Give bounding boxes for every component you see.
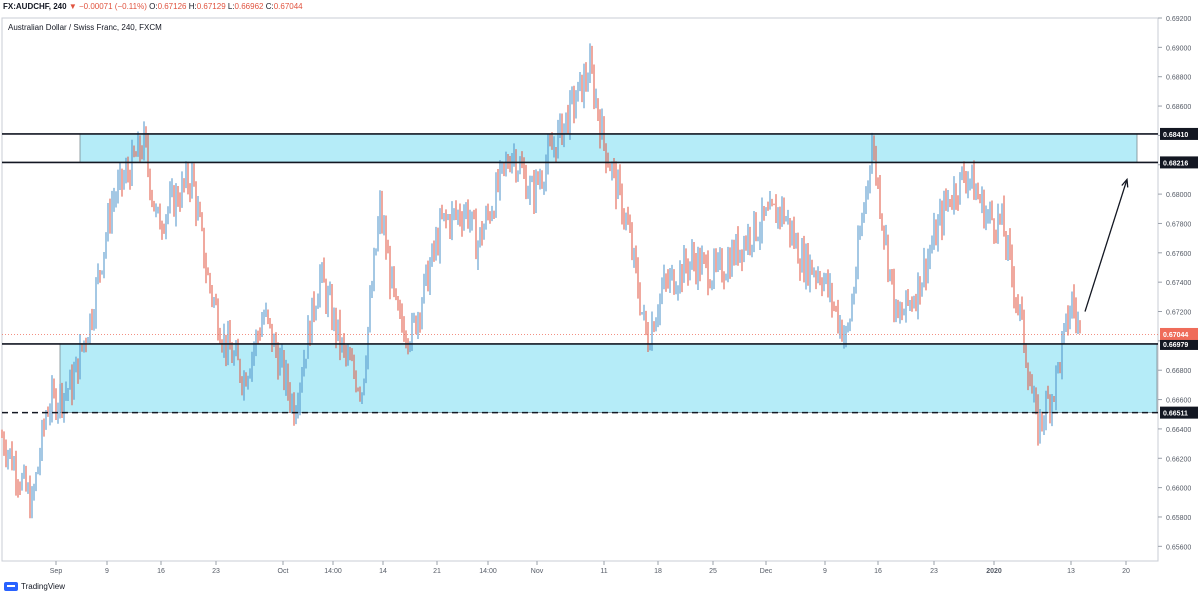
x-tick-label: 14:00 <box>479 568 497 575</box>
y-tick-label: 0.65800 <box>1166 515 1191 522</box>
x-tick-label: 14 <box>379 568 387 575</box>
y-tick-label: 0.66000 <box>1166 486 1191 493</box>
level-price-label-3-box <box>1160 406 1198 419</box>
y-tick-label: 0.66200 <box>1166 456 1191 463</box>
y-tick-label: 0.67600 <box>1166 251 1191 258</box>
x-tick-label: 9 <box>823 568 827 575</box>
zone-1 <box>59 343 1158 414</box>
y-tick-label: 0.66400 <box>1166 427 1191 434</box>
x-tick-label: 2020 <box>986 568 1002 575</box>
level-price-label-2: 0.66979 <box>1163 342 1188 349</box>
x-tick-label: Dec <box>760 568 773 575</box>
plot-area[interactable] <box>1 17 1159 562</box>
x-tick-label: 16 <box>157 568 165 575</box>
x-tick-label: 13 <box>1067 568 1075 575</box>
x-tick-label: 23 <box>212 568 220 575</box>
x-tick-label: Oct <box>278 568 289 575</box>
x-tick-label: 18 <box>654 568 662 575</box>
y-tick-label: 0.68800 <box>1166 75 1191 82</box>
change-arrow-icon: ▼ <box>68 2 77 11</box>
y-tick-label: 0.69200 <box>1166 16 1191 23</box>
x-tick-label: Nov <box>531 568 544 575</box>
x-tick-label: 9 <box>105 568 109 575</box>
y-tick-label: 0.67200 <box>1166 310 1191 317</box>
tradingview-logo-icon <box>4 582 18 592</box>
level-price-label-1: 0.68216 <box>1163 160 1188 167</box>
close-label: C: <box>265 2 274 11</box>
projection-arrow <box>1084 179 1128 312</box>
low-value: 0.66962 <box>234 2 264 11</box>
last-price-label: 0.67044 <box>1163 332 1188 339</box>
last-price-label-box <box>1160 327 1198 340</box>
symbol-header: FX:AUDCHF, 240 ▼ −0.00071 (−0.11%) O:0.6… <box>0 0 1200 14</box>
symbol-label: FX:AUDCHF, 240 <box>3 2 67 11</box>
arrow-head-icon <box>1121 177 1129 188</box>
close-value: 0.67044 <box>273 2 303 11</box>
y-tick-label: 0.66600 <box>1166 398 1191 405</box>
level-price-label-0: 0.68410 <box>1163 132 1188 139</box>
y-tick-label: 0.68000 <box>1166 192 1191 199</box>
x-tick-label: 11 <box>600 568 607 575</box>
x-tick-label: 25 <box>709 568 717 575</box>
x-tick-label: Sep <box>50 568 63 575</box>
level-price-label-0-box <box>1160 127 1198 140</box>
low-label: L: <box>227 2 235 11</box>
change-value: −0.00071 (−0.11%) <box>78 2 147 11</box>
high-label: H: <box>188 2 197 11</box>
x-tick-label: 21 <box>433 568 441 575</box>
brand-label: TradingView <box>21 582 66 591</box>
open-label: O: <box>149 2 158 11</box>
high-value: 0.67129 <box>196 2 226 11</box>
price-chart[interactable]: 0.692000.690000.688000.686000.684000.682… <box>0 14 1200 582</box>
y-tick-label: 0.68600 <box>1166 104 1191 111</box>
y-tick-label: 0.67400 <box>1166 280 1191 287</box>
level-price-label-1-box <box>1160 156 1198 169</box>
y-tick-label: 0.67800 <box>1166 221 1191 228</box>
level-price-label-3: 0.66511 <box>1163 411 1188 418</box>
level-price-label-2-box <box>1160 337 1198 350</box>
y-tick-label: 0.66800 <box>1166 368 1191 375</box>
y-tick-label: 0.69000 <box>1166 45 1191 52</box>
x-tick-label: 16 <box>874 568 882 575</box>
x-tick-label: 20 <box>1122 568 1130 575</box>
chart-subtitle: Australian Dollar / Swiss Franc, 240, FX… <box>8 23 162 32</box>
y-tick-label: 0.65600 <box>1166 544 1191 551</box>
open-value: 0.67126 <box>157 2 187 11</box>
x-tick-label: 23 <box>930 568 938 575</box>
x-tick-label: 14:00 <box>324 568 342 575</box>
footer-branding[interactable]: TradingView <box>4 582 66 592</box>
